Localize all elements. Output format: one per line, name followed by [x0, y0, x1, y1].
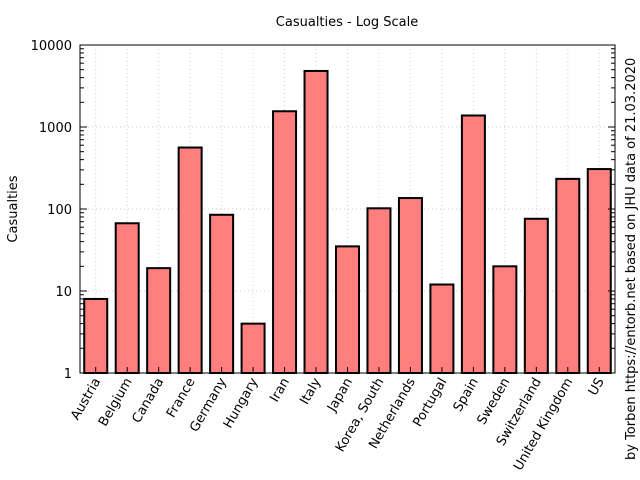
bar-switzerland: [523, 217, 549, 374]
bar-germany: [209, 213, 235, 374]
bar-hungary: [240, 322, 266, 374]
bar-korea-south: [366, 207, 392, 374]
bar-portugal: [429, 283, 455, 374]
x-tick-label: US: [586, 376, 608, 399]
bar-austria: [83, 297, 109, 374]
bar-united-kingdom: [555, 177, 581, 374]
bar-iran: [272, 110, 298, 374]
bar-belgium: [114, 222, 140, 374]
y-tick-label: 10: [55, 285, 72, 300]
y-tick-label: 100: [47, 203, 72, 218]
x-tick-label: Iran: [267, 376, 293, 405]
bar-us: [586, 168, 612, 374]
x-axis-ticks: AustriaBelgiumCanadaFranceGermanyHungary…: [68, 367, 608, 474]
x-tick-label: Spain: [451, 376, 482, 415]
chart-title: Casualties - Log Scale: [276, 15, 418, 30]
x-tick-label: France: [164, 376, 199, 421]
bar-sweden: [492, 265, 518, 375]
y-tick-label: 1000: [39, 121, 72, 136]
x-tick-label: Japan: [324, 376, 356, 416]
bars: [83, 69, 612, 375]
bar-netherlands: [397, 197, 423, 374]
bar-canada: [146, 267, 172, 375]
y-tick-label: 1: [64, 367, 72, 382]
bar-japan: [335, 245, 360, 374]
bar-france: [177, 146, 203, 374]
y-axis-title: Casualties: [6, 175, 21, 242]
source-credit: by Torben https://entorb.net based on JH…: [624, 58, 639, 460]
bar-italy: [303, 69, 329, 374]
y-axis-ticks: 1 10 100 1000 10000: [31, 39, 615, 382]
x-tick-label: United Kingdom: [511, 376, 576, 474]
bar-spain: [460, 114, 486, 374]
y-tick-label: 10000: [31, 39, 72, 54]
x-tick-label: Italy: [297, 375, 324, 407]
